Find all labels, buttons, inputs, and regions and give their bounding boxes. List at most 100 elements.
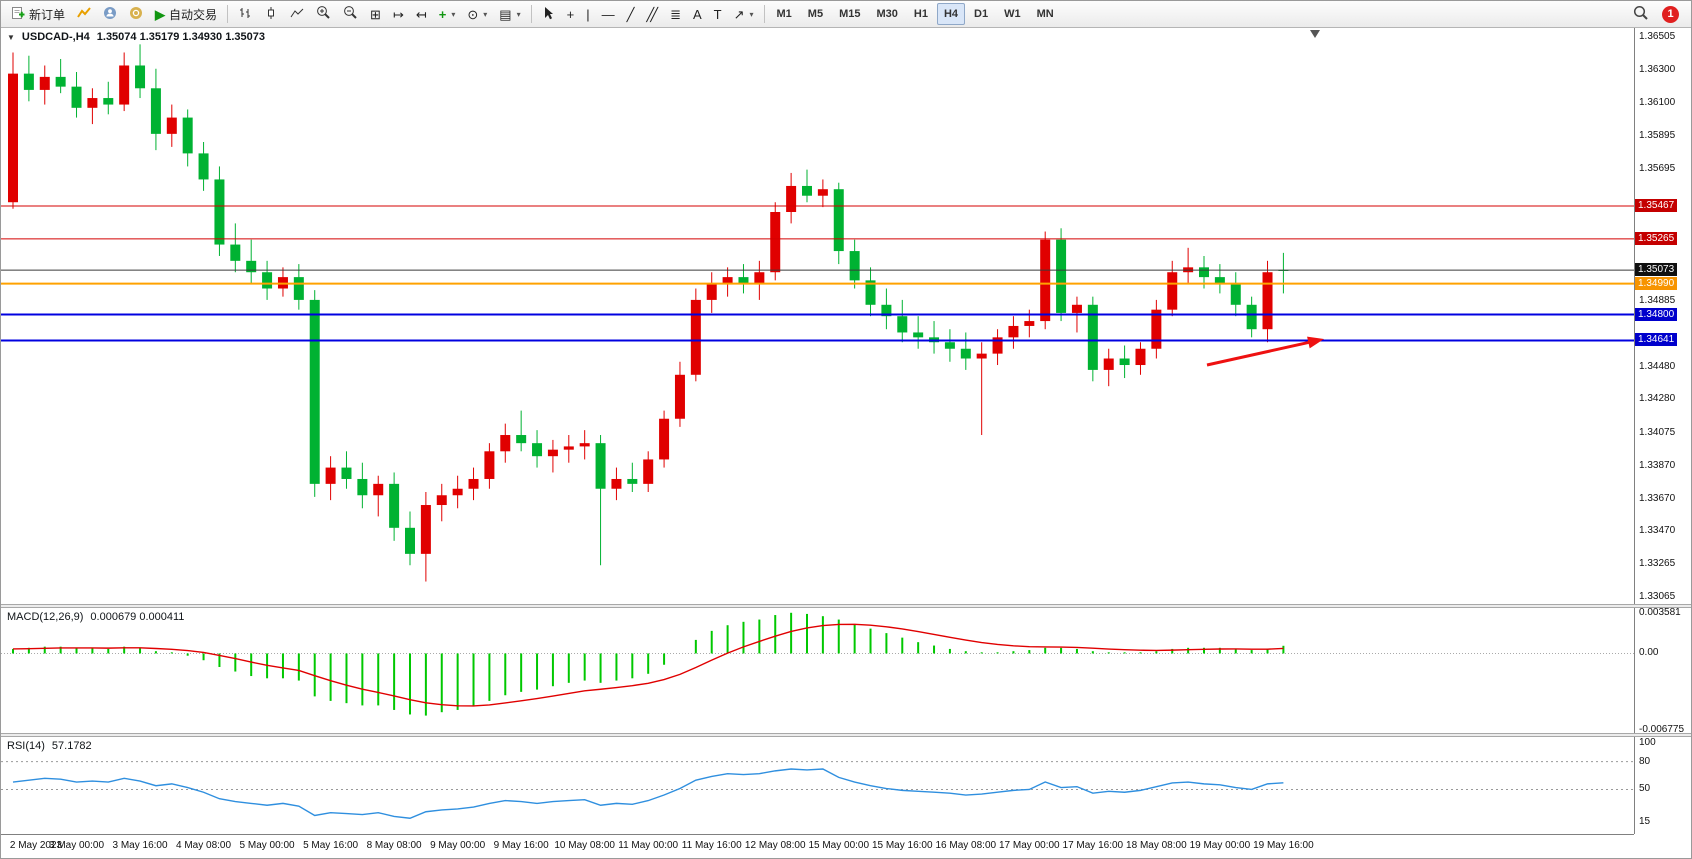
- time-axis[interactable]: 2 May 2023 3 May 00:00 3 May 16:00 4 May 08…: [1, 834, 1634, 858]
- chevron-down-icon: ▾: [451, 9, 456, 19]
- time-axis-label: 5 May 00:00: [239, 840, 295, 851]
- text-label-button[interactable]: T: [709, 3, 727, 25]
- new-order-label: 新订单: [29, 7, 66, 22]
- zoom-out-button[interactable]: [338, 3, 363, 25]
- cursor-button[interactable]: [537, 3, 560, 25]
- toolbar: 新订单 ▶ 自动交易: [1, 1, 1691, 28]
- time-axis-label: 18 May 08:00: [1126, 840, 1187, 851]
- crosshair-button[interactable]: +: [562, 3, 580, 25]
- candle-body: [547, 449, 558, 457]
- toolbar-separator: [530, 5, 532, 23]
- candle-body: [500, 435, 511, 452]
- candle-body: [516, 435, 527, 444]
- time-axis-label: 8 May 08:00: [366, 840, 422, 851]
- vertical-line-button[interactable]: |: [581, 3, 594, 25]
- panel-separator[interactable]: [1, 733, 1691, 737]
- trendline-button[interactable]: ╱: [622, 3, 640, 25]
- candle-body: [166, 117, 177, 134]
- candle-body: [103, 98, 114, 105]
- candle-body: [976, 353, 987, 359]
- profile-button[interactable]: [98, 3, 122, 25]
- search-button[interactable]: [1628, 3, 1654, 25]
- panel-separator[interactable]: [1, 604, 1691, 608]
- notification-badge[interactable]: 1: [1662, 5, 1679, 23]
- fibonacci-icon: ≣: [670, 6, 681, 22]
- timeframe-m5-button[interactable]: M5: [801, 3, 830, 25]
- equidistant-channel-button[interactable]: ╱╱: [641, 3, 663, 25]
- candle-body: [39, 76, 50, 90]
- timeframe-m15-button[interactable]: M15: [832, 3, 867, 25]
- arrows-button[interactable]: ↗ ▾: [729, 3, 759, 25]
- candle-body: [405, 527, 415, 554]
- profile-icon: [103, 6, 117, 23]
- chart-shift-marker: [1310, 30, 1320, 38]
- time-axis-label: 3 May 16:00: [112, 840, 168, 851]
- tile-windows-button[interactable]: ⊞: [365, 3, 386, 25]
- candle-body: [913, 332, 924, 338]
- candle-body: [1135, 348, 1146, 366]
- candle-body: [817, 189, 828, 196]
- candle-body: [135, 65, 146, 89]
- timeframe-h1-button[interactable]: H1: [907, 3, 935, 25]
- line-chart-button[interactable]: [285, 3, 309, 25]
- candle-body: [198, 153, 209, 180]
- chart-shift-button[interactable]: ↤: [411, 3, 432, 25]
- timeframe-mn-button[interactable]: MN: [1030, 3, 1061, 25]
- chart-title: ▼ USDCAD-,H4 1.35074 1.35179 1.34930 1.3…: [7, 31, 265, 43]
- symbol-dropdown-caret[interactable]: ▼: [7, 32, 15, 42]
- trend-arrow-line[interactable]: [1206, 340, 1311, 367]
- time-axis-label: 3 May 00:00: [48, 840, 105, 851]
- zoom-out-icon: [343, 5, 358, 23]
- time-axis-label: 15 May 16:00: [871, 840, 933, 851]
- zoom-in-button[interactable]: [311, 3, 336, 25]
- time-axis-label: 17 May 16:00: [1062, 840, 1124, 851]
- candle-body: [246, 260, 257, 273]
- rsi-line: [12, 768, 1284, 819]
- rsi-header: RSI(14) 57.1782: [7, 740, 92, 752]
- toolbar-separator: [227, 5, 229, 23]
- new-chart-button[interactable]: [72, 3, 96, 25]
- periods-button[interactable]: ⊙ ▾: [462, 3, 492, 25]
- timeframe-m1-button[interactable]: M1: [770, 3, 799, 25]
- timeframe-h4-button[interactable]: H4: [936, 3, 966, 25]
- auto-scroll-button[interactable]: ↦: [388, 3, 409, 25]
- macd-values: 0.000679 0.000411: [90, 611, 185, 623]
- zoom-in-icon: [316, 5, 331, 23]
- candle-body: [770, 211, 781, 273]
- candle-body: [1214, 277, 1225, 284]
- ohlc-bars-icon: [238, 6, 252, 23]
- candlestick-button[interactable]: [259, 3, 283, 25]
- text-button[interactable]: A: [688, 3, 707, 25]
- candle-body: [436, 495, 447, 506]
- candle-body: [865, 280, 876, 305]
- time-axis-label: 17 May 00:00: [999, 840, 1060, 851]
- candle-body: [341, 467, 352, 479]
- templates-button[interactable]: ▤ ▾: [494, 3, 525, 25]
- candle-body: [55, 76, 66, 87]
- candle-body: [1008, 325, 1019, 338]
- timeframe-d1-button[interactable]: D1: [967, 3, 995, 25]
- fibonacci-button[interactable]: ≣: [665, 3, 686, 25]
- trend-arrow-head[interactable]: [1307, 336, 1324, 349]
- candle-body: [944, 342, 955, 349]
- timeframe-w1-button[interactable]: W1: [997, 3, 1028, 25]
- candle-body: [611, 478, 622, 489]
- indicators-button[interactable]: + ▾: [434, 3, 461, 25]
- candle-body: [595, 443, 606, 489]
- community-button[interactable]: [124, 3, 148, 25]
- candle-body: [71, 86, 82, 108]
- bar-chart-button[interactable]: [233, 3, 257, 25]
- candle-body: [643, 459, 654, 484]
- auto-trading-button[interactable]: ▶ 自动交易: [150, 3, 222, 25]
- timeframe-m30-button[interactable]: M30: [869, 3, 904, 25]
- arrow-tool-icon: ↗: [733, 6, 745, 22]
- vertical-line-icon: |: [586, 6, 590, 22]
- horizontal-line-button[interactable]: —: [597, 3, 620, 25]
- candle-body: [849, 251, 860, 281]
- macd-header: MACD(12,26,9) 0.000679 0.000411: [7, 611, 184, 623]
- new-order-button[interactable]: 新订单: [6, 3, 70, 25]
- line-chart-icon: [290, 6, 304, 23]
- candle-body: [1119, 358, 1130, 366]
